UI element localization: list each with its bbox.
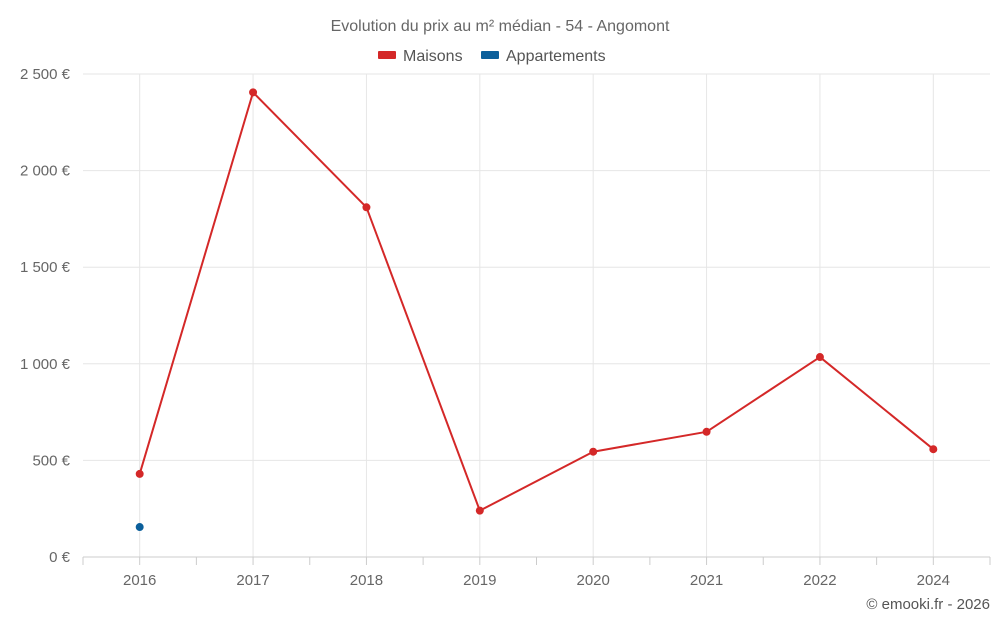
legend-item-appartements[interactable]: Appartements	[481, 48, 606, 65]
y-tick-label: 1 500 €	[20, 259, 71, 276]
x-tick-label: 2016	[123, 572, 156, 589]
data-point-maisons[interactable]	[475, 506, 484, 515]
y-axis: 0 € 500 € 1 000 € 1 500 € 2 000 € 2 500 €	[20, 66, 71, 566]
legend-label-appartements: Appartements	[506, 48, 606, 65]
x-tick-label: 2017	[236, 572, 269, 589]
data-point-appartements[interactable]	[135, 523, 144, 532]
y-tick-label: 1 000 €	[20, 356, 71, 373]
data-point-maisons[interactable]	[702, 427, 711, 436]
data-point-maisons[interactable]	[249, 88, 258, 97]
data-point-maisons[interactable]	[135, 469, 144, 478]
data-point-maisons[interactable]	[815, 353, 824, 362]
x-tick-label: 2018	[350, 572, 383, 589]
x-tick-label: 2019	[463, 572, 496, 589]
credit-text: © emooki.fr - 2026	[866, 596, 990, 613]
series-line-maisons	[138, 91, 934, 512]
x-axis: 2016 2017 2018 2019 2020 2021 2022 2024	[82, 556, 991, 589]
x-tick-label: 2024	[917, 572, 950, 589]
legend-label-maisons: Maisons	[403, 48, 463, 65]
data-point-maisons[interactable]	[929, 445, 938, 454]
series-maisons	[135, 88, 938, 515]
series	[135, 88, 938, 532]
legend-swatch-appartements	[481, 51, 499, 59]
x-tick-label: 2022	[803, 572, 836, 589]
y-tick-label: 2 000 €	[20, 163, 71, 180]
data-point-maisons[interactable]	[589, 447, 598, 456]
y-tick-label: 2 500 €	[20, 66, 71, 83]
x-tick-label: 2021	[690, 572, 723, 589]
series-appartements	[135, 523, 144, 532]
y-tick-label: 500 €	[32, 452, 70, 469]
grid	[83, 73, 990, 557]
y-tick-label: 0 €	[49, 549, 71, 566]
legend-item-maisons[interactable]: Maisons	[378, 48, 463, 65]
legend: Maisons Appartements	[378, 48, 606, 65]
chart-title: Evolution du prix au m² médian - 54 - An…	[331, 18, 670, 35]
data-point-maisons[interactable]	[362, 203, 371, 212]
x-tick-label: 2020	[577, 572, 610, 589]
legend-swatch-maisons	[378, 51, 396, 59]
